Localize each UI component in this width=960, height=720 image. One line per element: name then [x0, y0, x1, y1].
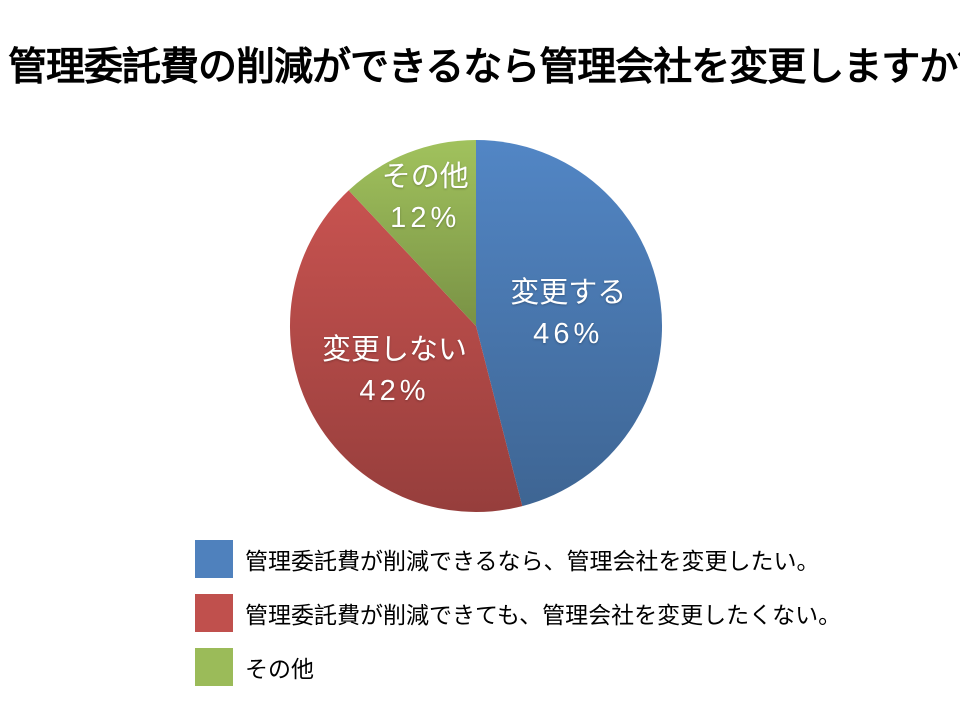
pie-label-no-change: 変更しない 42% [322, 330, 467, 412]
legend-swatch-no-change [195, 594, 233, 632]
pie-label-other-percent: 12% [390, 202, 461, 234]
pie-label-change-text: 変更する [510, 277, 627, 310]
pie-slice-other [348, 140, 476, 326]
legend-swatch-other [195, 648, 233, 686]
legend-label-other: その他 [245, 656, 314, 682]
legend-item-other: その他 [195, 648, 841, 686]
legend-item-change: 管理委託費が削減できるなら、管理会社を変更したい。 [195, 540, 841, 578]
chart-title: 管理委託費の削減ができるなら管理会社を変更しますか？ [8, 46, 960, 89]
legend-label-change: 管理委託費が削減できるなら、管理会社を変更したい。 [245, 548, 820, 574]
pie-label-no-change-percent: 42% [359, 374, 430, 407]
pie-label-no-change-text: 変更しない [321, 333, 468, 366]
pie-label-change-percent: 46% [533, 318, 604, 351]
pie-label-other-text: その他 [381, 160, 469, 193]
pie-slice-no-change [289, 190, 523, 513]
pie-slice-change [476, 140, 663, 507]
legend-label-no-change: 管理委託費が削減できても、管理会社を変更したくない。 [245, 602, 842, 628]
legend: 管理委託費が削減できるなら、管理会社を変更したい。 管理委託費が削減できても、管… [195, 540, 841, 686]
pie-label-change: 変更する 46% [510, 273, 626, 355]
pie-label-other: その他 12% [382, 157, 469, 239]
legend-swatch-change [195, 540, 233, 578]
legend-item-no-change: 管理委託費が削減できても、管理会社を変更したくない。 [195, 594, 841, 632]
